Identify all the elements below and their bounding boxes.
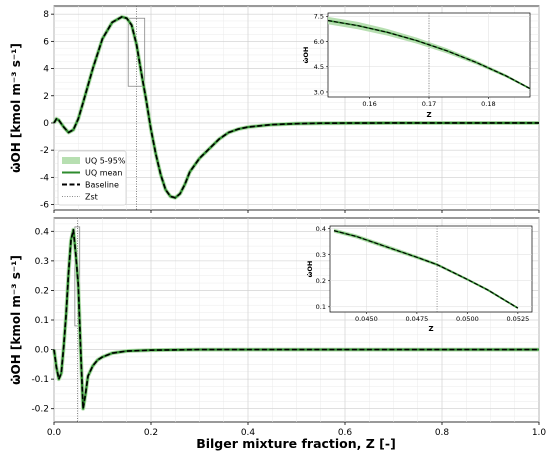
inset-y-tick-label: 0.4 [316, 225, 326, 233]
y-tick-label: -0.2 [31, 405, 49, 415]
bottom-inset-y-label: ω̇OH [306, 261, 314, 278]
uq-band-area [334, 228, 518, 310]
baseline-line [53, 229, 539, 410]
top-inset-x-ticks: 0.16 0.17 0.18 [362, 97, 496, 108]
bottom-inset-grid [330, 226, 532, 312]
inset-x-tick-label: 0.0450 [355, 315, 378, 323]
bottom-inset: 0.0450 0.0475 0.0500 0.0525 0.10.20.30.4 Z … [306, 225, 533, 333]
top-grid [53, 6, 540, 210]
bottom-series [52, 227, 539, 411]
y-tick-label: 0.1 [35, 316, 49, 326]
y-tick-label: -0.1 [31, 375, 49, 385]
y-tick-label: -2 [40, 146, 49, 156]
y-tick-label: 8 [43, 10, 49, 20]
top-zoom-box [127, 17, 146, 87]
zoom-region-box [127, 17, 146, 87]
legend: UQ 5-95% UQ mean Baseline Zst [57, 150, 127, 206]
inset-x-tick-label: 0.17 [422, 100, 436, 108]
bottom-inset-x-label: Z [428, 325, 433, 333]
top-inset: 0.16 0.17 0.18 3.0 4.5 6.0 7.5 Z ω̇OH [302, 12, 531, 119]
y-tick-label: 0.0 [35, 346, 50, 356]
inset-y-tick-label: 7.5 [314, 13, 324, 21]
inset-y-tick-label: 0.2 [316, 277, 326, 285]
inset-y-tick-label: 0.1 [316, 303, 326, 311]
bottom-panel: -0.2 -0.1 0.0 0.1 0.2 0.3 0.4 0.0 0.2 0.4 0.6 0.8 1… [9, 217, 547, 451]
inset-x-tick-label: 0.0500 [456, 315, 479, 323]
top-inset-y-label: ω̇OH [302, 47, 310, 64]
y-tick-label: 0.3 [35, 257, 49, 267]
bottom-inset-series [333, 229, 519, 309]
legend-box [57, 150, 127, 206]
bottom-inset-y-ticks: 0.1 0.2 0.3 0.4 [316, 225, 330, 311]
baseline-line [53, 16, 539, 199]
top-inset-x-label: Z [426, 111, 431, 119]
legend-uq-band-label: UQ 5-95% [85, 157, 126, 166]
legend-baseline-label: Baseline [85, 181, 119, 190]
inset-y-tick-label: 0.3 [316, 251, 326, 259]
y-tick-label: 0.4 [35, 227, 50, 237]
y-tick-label: 0 [43, 119, 49, 129]
top-series [52, 14, 539, 200]
y-tick-label: -4 [40, 173, 49, 183]
inset-baseline-line [333, 230, 519, 309]
x-tick-label: 0.6 [338, 428, 353, 438]
y-tick-label: 4 [43, 65, 49, 75]
legend-uq-mean-label: UQ mean [85, 169, 122, 178]
x-tick-label: 1.0 [532, 428, 547, 438]
inset-y-tick-label: 6.0 [314, 38, 324, 46]
top-panel: -6 -4 -2 0 2 4 6 8 ω̇OH [kmol m⁻³ s⁻¹] 0.16 0.17… [9, 5, 540, 213]
bottom-inset-x-ticks: 0.0450 0.0475 0.0500 0.0525 [355, 312, 529, 323]
top-inset-y-ticks: 3.0 4.5 6.0 7.5 [314, 13, 328, 96]
inset-x-tick-label: 0.0525 [506, 315, 529, 323]
inset-x-tick-label: 0.18 [481, 100, 495, 108]
y-tick-label: -6 [40, 201, 49, 211]
x-tick-label: 0.2 [144, 428, 158, 438]
x-tick-label: 0.0 [47, 428, 62, 438]
legend-zst-label: Zst [85, 193, 98, 202]
top-y-axis-label: ω̇OH [kmol m⁻³ s⁻¹] [9, 43, 23, 173]
top-inset-series [327, 19, 531, 90]
y-tick-label: 0.2 [35, 286, 49, 296]
y-tick-label: 2 [43, 92, 49, 102]
zoom-region-box [74, 226, 81, 327]
legend-uq-band-swatch [62, 157, 80, 164]
inset-x-tick-label: 0.0475 [405, 315, 428, 323]
x-tick-label: 0.4 [241, 428, 256, 438]
top-y-ticks: -6 -4 -2 0 2 4 6 8 [40, 10, 54, 211]
bottom-zoom-box [74, 226, 81, 327]
bottom-y-axis-label: ω̇OH [kmol m⁻³ s⁻¹] [9, 255, 23, 385]
inset-x-tick-label: 0.16 [362, 100, 376, 108]
x-axis-label: Bilger mixture fraction, Z [-] [196, 436, 396, 451]
inset-y-tick-label: 4.5 [314, 63, 324, 71]
inset-baseline-line [327, 20, 531, 90]
y-tick-label: 6 [43, 37, 49, 47]
bottom-x-ticks: 0.0 0.2 0.4 0.6 0.8 1.0 [47, 422, 547, 438]
x-tick-label: 0.8 [435, 428, 450, 438]
inset-y-tick-label: 3.0 [314, 88, 324, 96]
top-x-ticks [53, 210, 540, 213]
bottom-y-ticks: -0.2 -0.1 0.0 0.1 0.2 0.3 0.4 [31, 227, 54, 415]
bottom-inset-uq-band [334, 228, 518, 310]
